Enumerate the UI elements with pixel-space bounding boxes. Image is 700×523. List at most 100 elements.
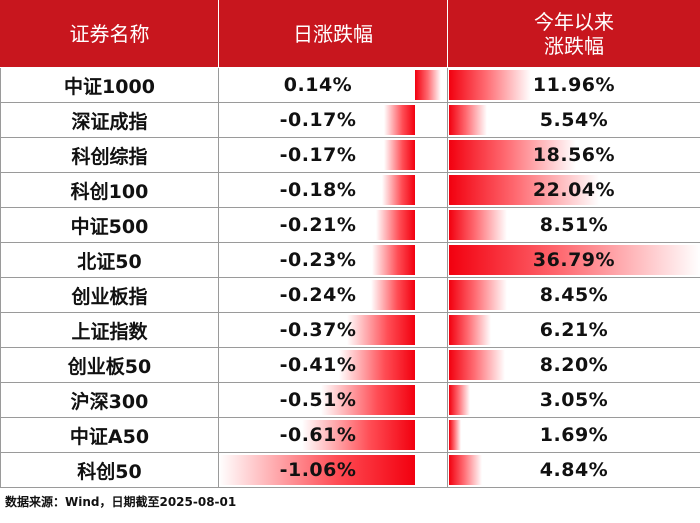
ytd-change-cell: 8.20%: [447, 347, 700, 383]
daily-change-value: 0.14%: [283, 74, 353, 96]
table-row: 创业板50 -0.41% 8.20%: [0, 347, 700, 383]
daily-change-cell: -0.51%: [218, 382, 448, 418]
daily-change-bar: [376, 210, 415, 240]
table-body: 中证1000 0.14% 11.96% 深证成指 -0.17% 5.54% 科创综指 -0.1…: [0, 67, 700, 488]
daily-change-cell: 0.14%: [218, 67, 448, 103]
ytd-change-cell: 5.54%: [447, 102, 700, 138]
daily-change-cell: -0.17%: [218, 137, 448, 173]
table-row: 北证50 -0.23% 36.79%: [0, 242, 700, 278]
ytd-change-bar: [449, 210, 508, 240]
ytd-change-cell: 1.69%: [447, 417, 700, 453]
ytd-change-value: 5.54%: [539, 109, 609, 131]
index-performance-table: 证券名称 日涨跌幅 今年以来 涨跌幅 中证1000 0.14% 11.96% 深证成指…: [0, 0, 700, 488]
daily-change-cell: -0.23%: [218, 242, 448, 278]
daily-change-bar: [415, 70, 441, 100]
daily-change-bar: [381, 175, 415, 205]
header-ytd-line1: 今年以来: [534, 10, 614, 34]
ytd-change-value: 8.51%: [539, 214, 609, 236]
index-name: 科创50: [0, 452, 219, 488]
table-row: 科创50 -1.06% 4.84%: [0, 452, 700, 488]
daily-change-bar: [383, 105, 415, 135]
table-row: 中证1000 0.14% 11.96%: [0, 67, 700, 103]
table-row: 中证500 -0.21% 8.51%: [0, 207, 700, 243]
ytd-change-value: 4.84%: [539, 459, 609, 481]
table-row: 深证成指 -0.17% 5.54%: [0, 102, 700, 138]
ytd-change-value: 3.05%: [539, 389, 609, 411]
daily-change-cell: -0.41%: [218, 347, 448, 383]
ytd-change-cell: 11.96%: [447, 67, 700, 103]
ytd-change-cell: 22.04%: [447, 172, 700, 208]
daily-change-value: -0.61%: [279, 424, 357, 446]
ytd-change-value: 18.56%: [532, 144, 616, 166]
ytd-change-bar: [449, 140, 576, 170]
daily-change-bar: [370, 280, 415, 310]
daily-change-value: -0.37%: [279, 319, 357, 341]
daily-change-bar: [346, 315, 415, 345]
table-row: 沪深300 -0.51% 3.05%: [0, 382, 700, 418]
ytd-change-bar: [449, 175, 600, 205]
ytd-change-value: 11.96%: [532, 74, 616, 96]
ytd-change-value: 6.21%: [539, 319, 609, 341]
header-ytd-line2: 涨跌幅: [544, 34, 604, 58]
daily-change-cell: -0.61%: [218, 417, 448, 453]
daily-change-bar: [219, 455, 415, 485]
daily-change-cell: -0.24%: [218, 277, 448, 313]
daily-change-value: -0.17%: [279, 144, 357, 166]
index-name: 沪深300: [0, 382, 219, 418]
ytd-change-bar: [449, 315, 492, 345]
ytd-change-cell: 3.05%: [447, 382, 700, 418]
ytd-change-cell: 18.56%: [447, 137, 700, 173]
index-name: 科创综指: [0, 137, 219, 173]
ytd-change-bar: [449, 385, 470, 415]
ytd-change-bar: [449, 420, 461, 450]
index-name: 北证50: [0, 242, 219, 278]
ytd-change-bar: [449, 70, 531, 100]
header-daily-change: 日涨跌幅: [218, 0, 448, 68]
ytd-change-bar: [449, 105, 487, 135]
table-row: 科创综指 -0.17% 18.56%: [0, 137, 700, 173]
ytd-change-value: 8.45%: [539, 284, 609, 306]
daily-change-bar: [302, 420, 415, 450]
ytd-change-bar: [449, 245, 700, 275]
table-row: 中证A50 -0.61% 1.69%: [0, 417, 700, 453]
daily-change-bar: [339, 350, 415, 380]
daily-change-value: -0.23%: [279, 249, 357, 271]
daily-change-cell: -0.17%: [218, 102, 448, 138]
daily-change-bar: [383, 140, 415, 170]
daily-change-cell: -0.21%: [218, 207, 448, 243]
table-row: 上证指数 -0.37% 6.21%: [0, 312, 700, 348]
daily-change-bar: [372, 245, 415, 275]
ytd-change-value: 36.79%: [532, 249, 616, 271]
daily-change-value: -0.51%: [279, 389, 357, 411]
daily-change-value: -0.24%: [279, 284, 357, 306]
daily-change-bar: [320, 385, 415, 415]
table-row: 创业板指 -0.24% 8.45%: [0, 277, 700, 313]
index-name: 中证A50: [0, 417, 219, 453]
ytd-change-bar: [449, 350, 505, 380]
index-name: 上证指数: [0, 312, 219, 348]
index-name: 科创100: [0, 172, 219, 208]
ytd-change-value: 1.69%: [539, 424, 609, 446]
ytd-change-cell: 8.45%: [447, 277, 700, 313]
header-name: 证券名称: [0, 0, 219, 68]
daily-change-value: -0.21%: [279, 214, 357, 236]
ytd-change-value: 8.20%: [539, 354, 609, 376]
ytd-change-value: 22.04%: [532, 179, 616, 201]
daily-change-cell: -0.18%: [218, 172, 448, 208]
source-note: 数据来源：Wind，日期截至2025-08-01: [5, 495, 237, 509]
index-name: 深证成指: [0, 102, 219, 138]
ytd-change-cell: 36.79%: [447, 242, 700, 278]
daily-change-value: -1.06%: [279, 459, 357, 481]
ytd-change-cell: 8.51%: [447, 207, 700, 243]
index-name: 中证1000: [0, 67, 219, 103]
index-name: 创业板指: [0, 277, 219, 313]
index-name: 创业板50: [0, 347, 219, 383]
index-name: 中证500: [0, 207, 219, 243]
ytd-change-cell: 6.21%: [447, 312, 700, 348]
daily-change-value: -0.18%: [279, 179, 357, 201]
ytd-change-cell: 4.84%: [447, 452, 700, 488]
ytd-change-bar: [449, 280, 507, 310]
table-row: 科创100 -0.18% 22.04%: [0, 172, 700, 208]
header-row: 证券名称 日涨跌幅 今年以来 涨跌幅: [0, 0, 700, 68]
